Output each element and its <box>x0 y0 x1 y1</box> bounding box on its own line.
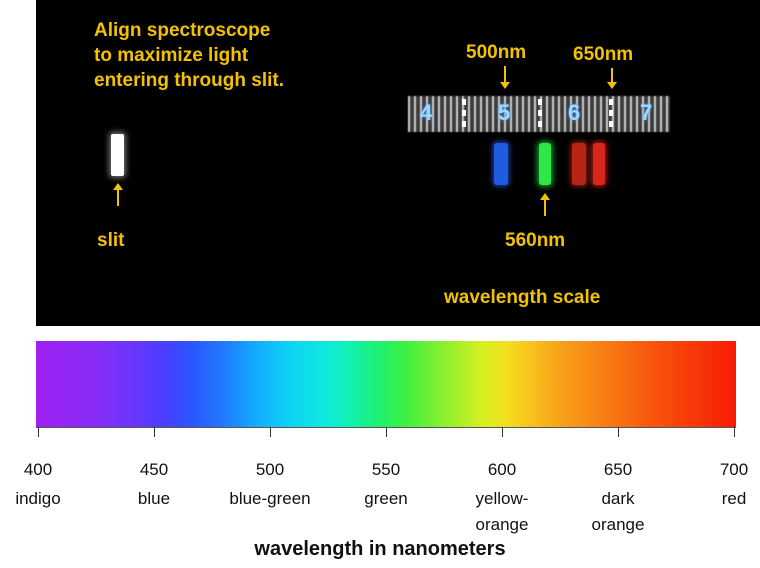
tick-label-500: 500 <box>255 460 285 479</box>
instruction-text: Align spectroscope to maximize light ent… <box>94 20 284 91</box>
color-spectrum-bar <box>36 341 736 427</box>
axis-tick-550 <box>386 427 387 437</box>
scale-number-5: 5 <box>498 100 511 125</box>
tick-label-450: 450 <box>139 460 169 479</box>
axis-tick-450 <box>154 427 155 437</box>
scale-number-6: 6 <box>568 100 581 125</box>
axis-tick-650 <box>618 427 619 437</box>
tick-color-name-700: red <box>721 489 747 508</box>
scale-number-4: 4 <box>420 100 433 125</box>
axis-tick-500 <box>270 427 271 437</box>
tick-label-400: 400 <box>23 460 53 479</box>
tick-label-700: 700 <box>719 460 749 479</box>
slit-light <box>111 134 124 176</box>
label-500nm: 500nm <box>466 42 527 63</box>
spectral-line-red <box>572 143 586 185</box>
tick-label-650: 650 <box>603 460 633 479</box>
tick-label-600: 600 <box>487 460 517 479</box>
axis-tick-700 <box>734 427 735 437</box>
axis-title: wavelength in nanometers <box>254 538 506 560</box>
label-650nm: 650nm <box>573 44 634 65</box>
tick-color-name-550: green <box>364 489 408 508</box>
scale-mark <box>462 99 466 129</box>
axis-tick-600 <box>502 427 503 437</box>
label-560nm: 560nm <box>505 230 566 251</box>
tick-label-550: 550 <box>371 460 401 479</box>
spectral-line-green <box>539 143 551 185</box>
spectral-line-blue <box>494 143 508 185</box>
label-slit: slit <box>97 230 125 251</box>
tick-color-name-650: dark orange <box>591 489 645 534</box>
spectroscope-photo <box>36 0 760 326</box>
scale-number-7: 7 <box>640 100 653 125</box>
tick-color-name-500: blue-green <box>229 489 311 508</box>
tick-color-name-600: yellow- orange <box>475 489 529 534</box>
axis-tick-400 <box>38 427 39 437</box>
scale-mark <box>609 99 613 129</box>
tick-color-name-400: indigo <box>15 489 61 508</box>
scale-mark <box>538 99 542 129</box>
label-wavelength-scale: wavelength scale <box>444 287 601 308</box>
spectral-line-red <box>593 143 605 185</box>
tick-color-name-450: blue <box>137 489 171 508</box>
